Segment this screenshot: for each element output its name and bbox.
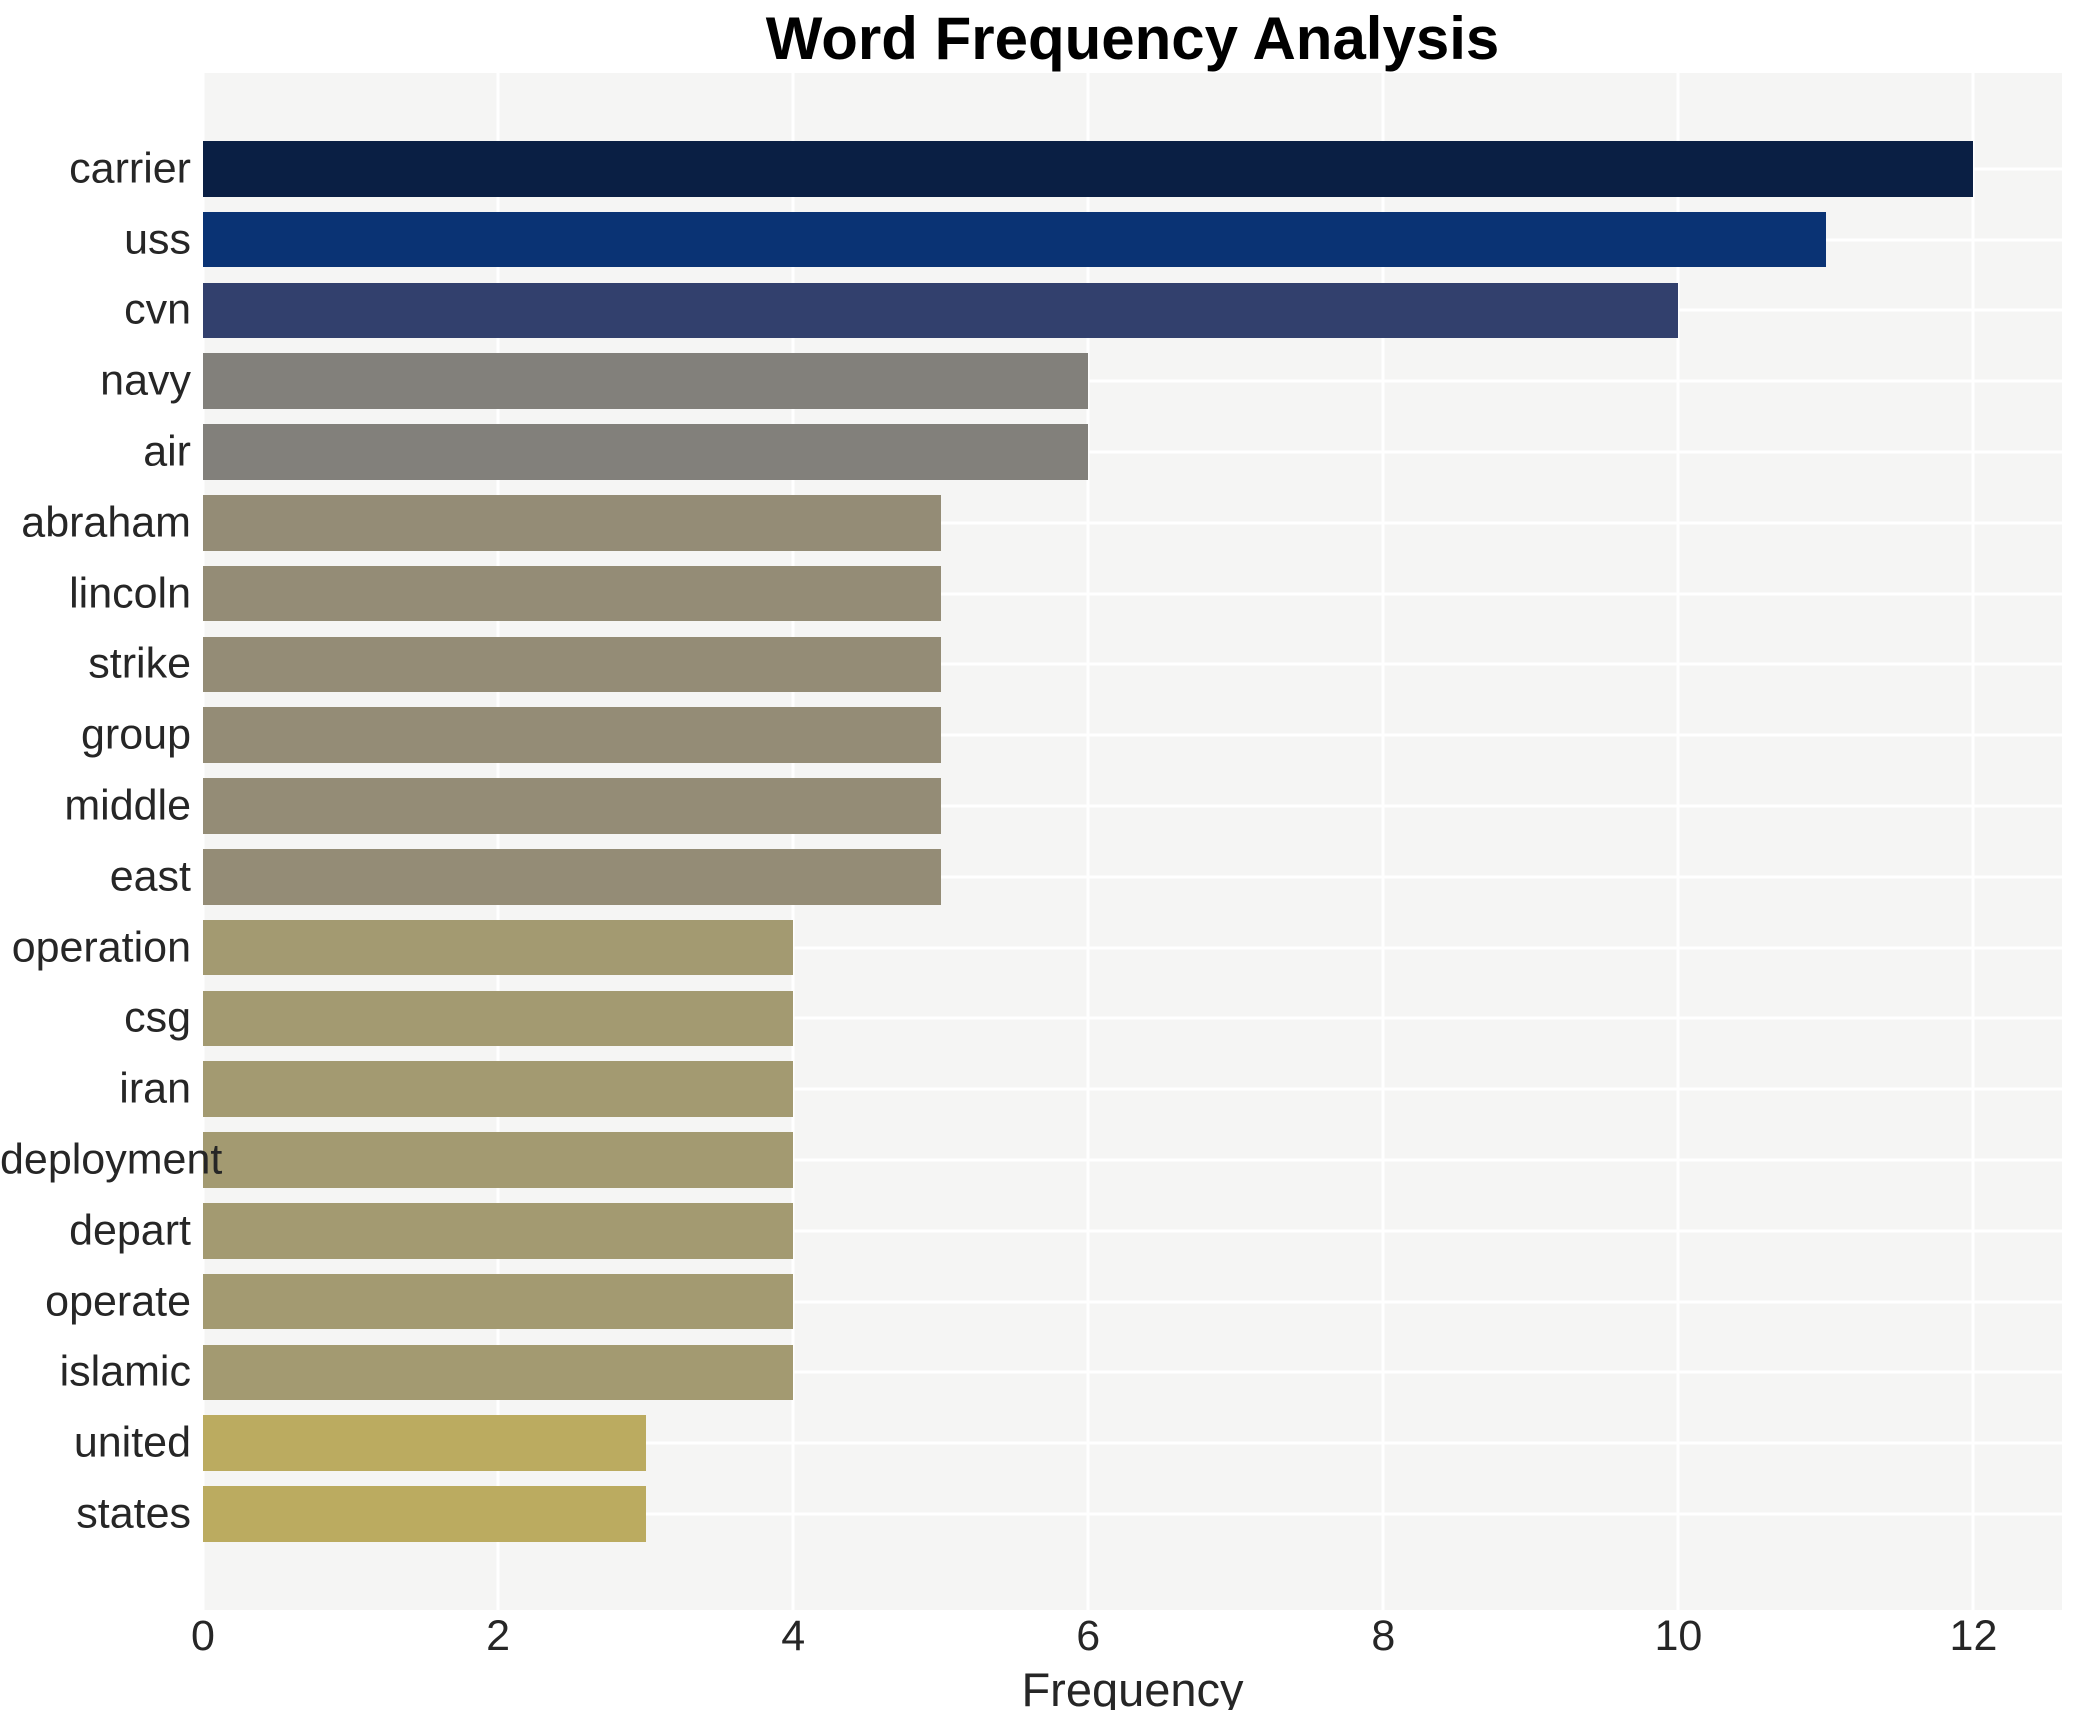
bar <box>203 424 1089 480</box>
y-tick-label: group <box>81 710 191 759</box>
gridline-horizontal <box>203 1441 2062 1445</box>
y-tick-label: islamic <box>59 1347 191 1396</box>
y-tick-label: air <box>143 427 191 476</box>
y-tick-label: states <box>76 1489 191 1538</box>
y-tick-label: carrier <box>69 144 191 193</box>
gridline-vertical <box>1676 73 1680 1610</box>
plot-area <box>201 73 2062 1610</box>
bar <box>203 849 941 905</box>
bar <box>203 636 941 693</box>
y-tick-label: cvn <box>124 285 191 334</box>
gridline-vertical <box>1086 73 1090 1610</box>
bar <box>203 990 794 1047</box>
gridline-vertical <box>1971 73 1975 1610</box>
gridline-horizontal <box>203 1016 2062 1020</box>
y-tick-label: operate <box>45 1277 191 1326</box>
bar <box>203 1415 646 1471</box>
gridline-horizontal <box>203 592 2062 596</box>
y-tick-label: united <box>73 1418 191 1467</box>
bar <box>203 919 794 976</box>
x-tick-label: 2 <box>486 1612 511 1660</box>
y-tick-label: middle <box>64 781 191 830</box>
y-tick-label: lincoln <box>69 569 191 618</box>
x-tick-label: 6 <box>1076 1612 1101 1660</box>
x-tick-label: 4 <box>781 1612 806 1660</box>
gridline-vertical <box>496 73 500 1610</box>
chart-title: Word Frequency Analysis <box>765 5 1500 72</box>
bar <box>203 211 1826 268</box>
x-axis-label: Frequency <box>1021 1663 1244 1710</box>
y-tick-label: east <box>109 852 191 901</box>
y-tick-label: abraham <box>21 498 191 547</box>
bar <box>203 778 941 834</box>
y-tick-label: deployment <box>0 1135 223 1184</box>
gridline-vertical <box>201 73 205 1610</box>
gridline-horizontal <box>203 521 2062 525</box>
bar <box>203 495 941 551</box>
gridline-horizontal <box>203 662 2062 666</box>
y-tick-label: uss <box>124 215 191 264</box>
bar <box>203 1203 794 1259</box>
gridline-horizontal <box>203 450 2062 454</box>
y-tick-label: iran <box>119 1064 191 1113</box>
gridline-vertical <box>791 73 795 1610</box>
bar <box>203 1273 794 1330</box>
bar <box>203 1132 794 1188</box>
gridline-vertical <box>1381 73 1385 1610</box>
y-tick-label: strike <box>88 639 191 688</box>
gridline-horizontal <box>203 1512 2062 1516</box>
bar <box>203 141 1974 197</box>
y-tick-label: navy <box>100 356 191 405</box>
bar <box>203 1486 646 1542</box>
x-tick-label: 0 <box>191 1612 215 1660</box>
gridline-horizontal <box>203 875 2062 879</box>
bar <box>203 1344 794 1401</box>
bar <box>203 353 1089 409</box>
bar <box>203 565 941 622</box>
y-tick-label: operation <box>11 923 191 972</box>
gridline-horizontal <box>203 946 2062 950</box>
x-tick-label: 10 <box>1654 1612 1703 1660</box>
gridline-horizontal <box>203 804 2062 808</box>
bar <box>203 1061 794 1117</box>
bar <box>203 282 1679 339</box>
x-tick-label: 8 <box>1371 1612 1396 1660</box>
gridline-horizontal <box>203 379 2062 383</box>
x-tick-label: 12 <box>1949 1612 1998 1660</box>
gridline-horizontal <box>203 1158 2062 1162</box>
gridline-horizontal <box>203 1229 2062 1233</box>
gridline-horizontal <box>203 733 2062 737</box>
y-tick-label: csg <box>124 993 191 1042</box>
gridline-horizontal <box>203 1300 2062 1304</box>
gridline-horizontal <box>203 1087 2062 1091</box>
bar <box>203 707 941 763</box>
gridline-horizontal <box>203 1370 2062 1374</box>
y-tick-label: depart <box>69 1206 191 1255</box>
